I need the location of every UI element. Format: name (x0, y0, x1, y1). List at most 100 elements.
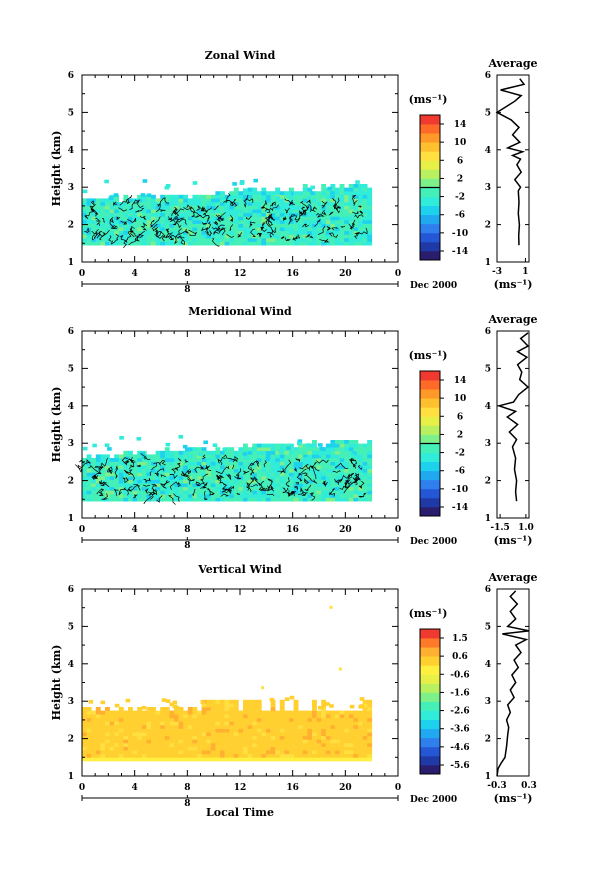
colorbar-swatch (420, 746, 440, 757)
colorbar-swatch (420, 250, 440, 261)
avg-y-tick-label: 4 (485, 402, 491, 412)
avg-y-tick-label: 6 (485, 71, 491, 81)
y-tick-label: 6 (68, 585, 74, 595)
colorbar-swatch (420, 497, 440, 508)
average-title: Average (487, 571, 537, 584)
y-axis: 1 2 3 4 5 6 Height (km) (50, 585, 398, 782)
colorbar-swatch (420, 232, 440, 243)
avg-y-tick-label: 4 (485, 146, 491, 156)
date-marker: 8 (184, 541, 190, 551)
colorbar: (ms⁻¹) 14 10 6 2 -2 -6 -10 -14 (409, 349, 468, 517)
colorbar-tick-label: -6 (455, 467, 465, 477)
x-tick-label: 8 (184, 269, 190, 279)
data-field (82, 178, 373, 249)
colorbar-unit: (ms⁻¹) (409, 349, 448, 362)
date-bar: 8 Dec 2000 (81, 281, 457, 295)
x-tick-label: 12 (234, 525, 247, 535)
colorbar-swatch (420, 115, 440, 125)
colorbar-tick-label: 6 (457, 156, 463, 166)
colorbar-swatch (420, 425, 440, 435)
colorbar: (ms⁻¹) 14 10 6 2 -2 -6 -10 -14 (409, 93, 468, 261)
colorbar-swatch (420, 665, 440, 675)
average-frame (496, 330, 530, 519)
y-axis: 1 2 3 4 5 6 Height (km) (50, 71, 398, 268)
colorbar-swatch (420, 674, 440, 684)
colorbar-unit: (ms⁻¹) (409, 93, 448, 106)
x-tick-label: 0 (79, 525, 85, 535)
colorbar-tick-label: -14 (452, 247, 468, 257)
average-profile-line (496, 332, 530, 502)
contour-lines (84, 193, 368, 249)
average-xlabel: (ms⁻¹) (494, 278, 533, 291)
avg-y-tick-label: 4 (485, 660, 491, 670)
colorbar-swatch (420, 506, 440, 517)
x-tick-label: 0 (79, 269, 85, 279)
colorbar-swatch (420, 452, 440, 463)
average-frame (496, 588, 530, 777)
y-tick-label: 3 (68, 439, 74, 449)
y-tick-label: 5 (68, 622, 74, 632)
avg-y-tick-label: 1 (485, 772, 491, 782)
y-tick-label: 5 (68, 364, 74, 374)
colorbar-swatch (420, 656, 440, 666)
avg-x-tick-label: -1.5 (490, 523, 509, 533)
colorbar-swatch (420, 133, 440, 143)
y-axis-label: Height (km) (50, 645, 63, 721)
colorbar-tick-label: 2 (457, 430, 463, 440)
y-tick-label: 3 (68, 183, 74, 193)
average-profile-line (495, 78, 526, 246)
avg-y-tick-label: 1 (485, 514, 491, 524)
avg-y-tick-label: 2 (485, 477, 491, 487)
avg-y-tick-label: 3 (485, 183, 491, 193)
colorbar-tick-label: -2.6 (450, 707, 469, 717)
average-title: Average (487, 57, 537, 70)
x-tick-label: 16 (286, 269, 299, 279)
colorbar-swatch (420, 755, 440, 766)
colorbar-tick-label: 10 (454, 138, 467, 148)
avg-x-tick-label: 1 (522, 267, 528, 277)
date-label: Dec 2000 (410, 281, 457, 291)
x-axis: 0 4 8 12 16 20 0 (79, 331, 401, 535)
colorbar-tick-label: -10 (452, 485, 468, 495)
colorbar-swatch (420, 160, 440, 170)
colorbar-swatch (420, 151, 440, 161)
x-tick-label: 12 (234, 783, 247, 793)
colorbar-swatch (420, 479, 440, 490)
date-bar: 8 Dec 2000 (81, 537, 457, 551)
colorbar-swatch (420, 488, 440, 499)
y-tick-label: 6 (68, 327, 74, 337)
colorbar-swatch (420, 398, 440, 408)
colorbar: (ms⁻¹) 1.5 0.6 -0.6 -1.6 -2.6 -3.6 -4.6 -5.6 (409, 607, 470, 775)
y-tick-label: 2 (68, 221, 74, 231)
colorbar-swatch (420, 443, 440, 453)
x-tick-label: 4 (132, 525, 138, 535)
colorbar-tick-label: 2 (457, 174, 463, 184)
x-tick-label: 12 (234, 269, 247, 279)
y-tick-label: 2 (68, 735, 74, 745)
avg-y-tick-label: 6 (485, 327, 491, 337)
colorbar-swatch (420, 241, 440, 252)
colorbar-tick-label: 0.6 (452, 652, 468, 662)
average-title: Average (487, 313, 537, 326)
x-tick-label: 0 (395, 525, 401, 535)
avg-y-tick-label: 3 (485, 439, 491, 449)
avg-y-tick-label: 2 (485, 735, 491, 745)
colorbar-swatch (420, 737, 440, 748)
x-tick-label: 8 (184, 783, 190, 793)
x-axis-label: Local Time (206, 806, 274, 819)
panel-title: Meridional Wind (188, 305, 292, 318)
colorbar-swatch (420, 701, 440, 711)
colorbar-swatch (420, 764, 440, 775)
avg-x-tick-label: 1.0 (518, 523, 534, 533)
colorbar-tick-label: 1.5 (452, 634, 468, 644)
colorbar-swatch (420, 629, 440, 639)
panel-title: Vertical Wind (197, 563, 282, 576)
colorbar-swatch (420, 719, 440, 730)
avg-x-tick-label: 0.3 (521, 781, 537, 791)
x-axis: 0 4 8 12 16 20 0 (79, 75, 401, 279)
colorbar-tick-label: -5.6 (450, 761, 469, 771)
x-tick-label: 4 (132, 783, 138, 793)
